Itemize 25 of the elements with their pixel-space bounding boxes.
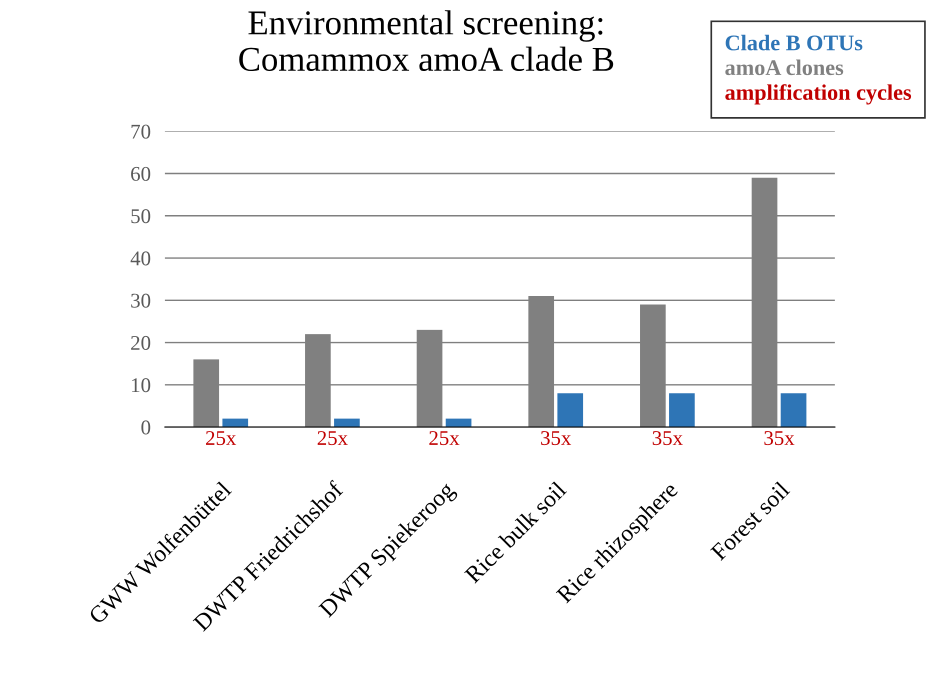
text: 25x <box>429 431 460 446</box>
text: 25x <box>318 431 348 446</box>
bar <box>780 393 806 428</box>
y-tick-label: 40 <box>130 251 150 266</box>
bar <box>334 418 360 428</box>
text: Clade B OTUs <box>726 34 862 50</box>
y-tick-label: 10 <box>132 378 150 392</box>
bar <box>557 393 584 428</box>
text: 35x <box>764 431 794 446</box>
bar <box>446 418 472 428</box>
chart-title: Environmental screening: Comammox amoA clade B <box>239 10 614 72</box>
bar <box>222 418 248 428</box>
y-tick-label: 20 <box>131 336 150 350</box>
text: 35x <box>652 431 683 446</box>
text: amplification cycles <box>725 84 912 105</box>
y-tick-label: 60 <box>131 166 150 181</box>
x-tick-label: Rice bulk soil <box>463 480 568 584</box>
text: 35x <box>541 431 572 446</box>
y-tick-label: 50 <box>131 209 150 224</box>
text: amoA clones <box>725 60 844 76</box>
y-tick-label: 30 <box>131 294 150 308</box>
y-tick-label: 70 <box>132 124 150 139</box>
y-tick-label: 0 <box>141 420 150 434</box>
bar <box>669 393 695 428</box>
text: 25x <box>206 431 236 446</box>
